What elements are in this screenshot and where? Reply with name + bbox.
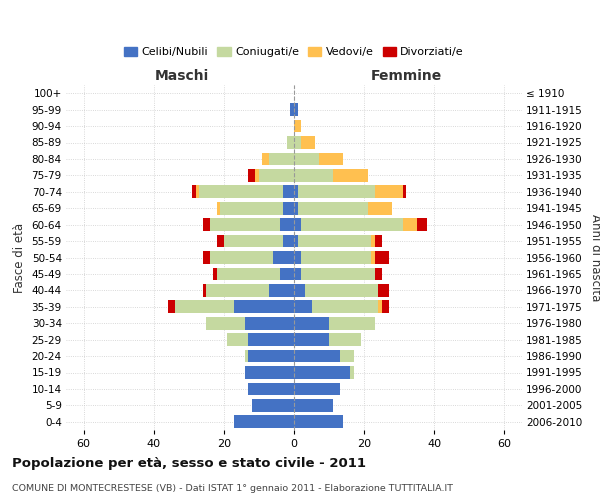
Bar <box>203 284 206 297</box>
Bar <box>329 317 374 330</box>
Bar <box>332 169 368 182</box>
Bar <box>294 234 298 248</box>
Bar <box>210 251 273 264</box>
Bar <box>248 169 256 182</box>
Bar <box>217 268 280 280</box>
Bar <box>294 120 301 132</box>
Bar <box>294 152 319 166</box>
Bar <box>235 300 294 313</box>
Bar <box>294 284 305 297</box>
Bar <box>259 169 294 182</box>
Bar <box>294 399 332 412</box>
Bar <box>283 234 294 248</box>
Bar <box>273 251 294 264</box>
Bar <box>252 399 294 412</box>
Bar <box>227 333 248 346</box>
Text: Maschi: Maschi <box>155 68 209 82</box>
Bar <box>301 218 403 231</box>
Bar <box>248 382 294 396</box>
Bar <box>290 103 294 116</box>
Bar <box>301 136 315 149</box>
Bar <box>294 202 298 214</box>
Bar <box>283 186 294 198</box>
Bar <box>199 186 283 198</box>
Bar <box>340 350 353 362</box>
Bar <box>378 300 382 313</box>
Bar <box>224 234 283 248</box>
Bar <box>382 300 389 313</box>
Bar <box>403 218 417 231</box>
Bar <box>262 152 269 166</box>
Bar <box>294 218 301 231</box>
Bar <box>319 152 343 166</box>
Bar <box>287 136 294 149</box>
Bar <box>294 268 301 280</box>
Bar <box>280 218 294 231</box>
Bar <box>294 136 301 149</box>
Bar <box>294 317 329 330</box>
Bar <box>269 284 294 297</box>
Bar <box>294 186 298 198</box>
Bar <box>294 103 298 116</box>
Bar <box>298 234 371 248</box>
Bar <box>206 317 245 330</box>
Bar <box>371 234 374 248</box>
Bar <box>203 251 210 264</box>
Bar <box>220 202 283 214</box>
Bar <box>196 186 199 198</box>
Bar <box>368 202 392 214</box>
Bar <box>248 350 294 362</box>
Bar <box>294 251 301 264</box>
Bar <box>350 366 353 379</box>
Bar <box>210 218 280 231</box>
Bar <box>245 366 294 379</box>
Bar <box>217 202 220 214</box>
Text: Popolazione per età, sesso e stato civile - 2011: Popolazione per età, sesso e stato civil… <box>12 458 366 470</box>
Bar <box>294 169 332 182</box>
Bar <box>192 186 196 198</box>
Bar <box>374 186 403 198</box>
Bar <box>168 300 175 313</box>
Y-axis label: Fasce di età: Fasce di età <box>13 222 26 292</box>
Bar <box>298 202 368 214</box>
Bar <box>294 416 343 428</box>
Bar <box>280 268 294 280</box>
Bar <box>403 186 406 198</box>
Bar <box>294 382 340 396</box>
Bar <box>329 333 361 346</box>
Bar <box>175 300 235 313</box>
Bar <box>298 186 374 198</box>
Y-axis label: Anni di nascita: Anni di nascita <box>589 214 600 301</box>
Bar <box>294 366 350 379</box>
Bar <box>374 268 382 280</box>
Bar <box>371 251 374 264</box>
Bar <box>417 218 427 231</box>
Bar <box>301 268 374 280</box>
Bar <box>294 333 329 346</box>
Text: Femmine: Femmine <box>371 68 442 82</box>
Bar <box>294 350 340 362</box>
Text: COMUNE DI MONTECRESTESE (VB) - Dati ISTAT 1° gennaio 2011 - Elaborazione TUTTITA: COMUNE DI MONTECRESTESE (VB) - Dati ISTA… <box>12 484 453 493</box>
Bar <box>283 202 294 214</box>
Bar <box>311 300 378 313</box>
Bar <box>269 152 294 166</box>
Bar <box>305 284 378 297</box>
Bar <box>301 251 371 264</box>
Bar <box>206 284 269 297</box>
Legend: Celibi/Nubili, Coniugati/e, Vedovi/e, Divorziati/e: Celibi/Nubili, Coniugati/e, Vedovi/e, Di… <box>119 42 469 62</box>
Bar <box>203 218 210 231</box>
Bar <box>374 234 382 248</box>
Bar <box>214 268 217 280</box>
Bar <box>256 169 259 182</box>
Bar <box>235 416 294 428</box>
Bar <box>245 350 248 362</box>
Bar <box>378 284 389 297</box>
Bar <box>294 300 311 313</box>
Bar <box>245 317 294 330</box>
Bar <box>374 251 389 264</box>
Bar <box>217 234 224 248</box>
Bar <box>248 333 294 346</box>
